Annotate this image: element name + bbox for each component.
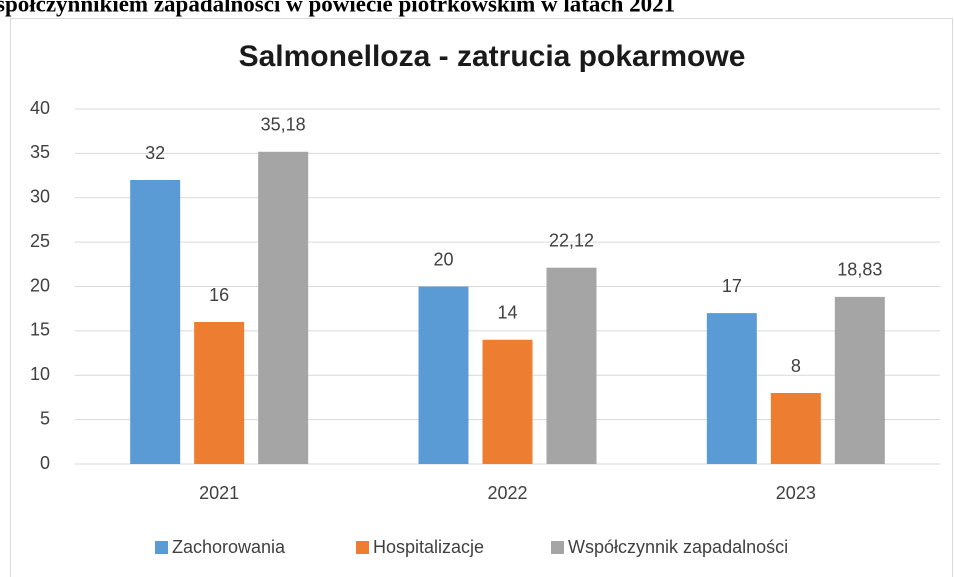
y-tick-label: 25 (30, 231, 50, 251)
y-tick-label: 40 (30, 98, 50, 118)
data-label: 22,12 (549, 230, 594, 250)
bar (258, 151, 309, 464)
y-tick-label: 30 (30, 187, 50, 207)
chart-title: Salmonelloza - zatrucia pokarmowe (239, 40, 746, 73)
bar (706, 313, 757, 464)
document-text: spółczynnikiem zapadalności w powiecie p… (0, 0, 675, 16)
y-tick-label: 35 (30, 142, 50, 162)
legend-swatch (551, 541, 564, 554)
y-tick-label: 10 (30, 364, 50, 384)
bar (770, 393, 821, 464)
bar (546, 267, 597, 464)
data-label: 18,83 (837, 260, 882, 280)
x-tick-label: 2023 (776, 483, 816, 503)
data-label: 8 (791, 356, 801, 376)
y-tick-label: 5 (40, 408, 50, 428)
x-tick-label: 2022 (487, 483, 527, 503)
y-tick-label: 0 (40, 453, 50, 473)
bar (834, 296, 885, 464)
data-label: 32 (145, 143, 165, 163)
legend-label: Zachorowania (172, 537, 286, 557)
bar (482, 339, 533, 464)
data-label: 35,18 (261, 115, 306, 135)
bar (130, 180, 181, 464)
y-tick-label: 20 (30, 275, 50, 295)
legend-swatch (155, 541, 168, 554)
data-label: 17 (722, 276, 742, 296)
legend-label: Hospitalizacje (373, 537, 484, 557)
bar (418, 286, 469, 464)
x-tick-label: 2021 (199, 483, 239, 503)
data-label: 20 (433, 249, 453, 269)
data-label: 14 (497, 303, 517, 323)
legend-label: Współczynnik zapadalności (568, 537, 788, 557)
bar (194, 322, 245, 464)
y-tick-label: 15 (30, 320, 50, 340)
data-label: 16 (209, 285, 229, 305)
legend-swatch (356, 541, 369, 554)
